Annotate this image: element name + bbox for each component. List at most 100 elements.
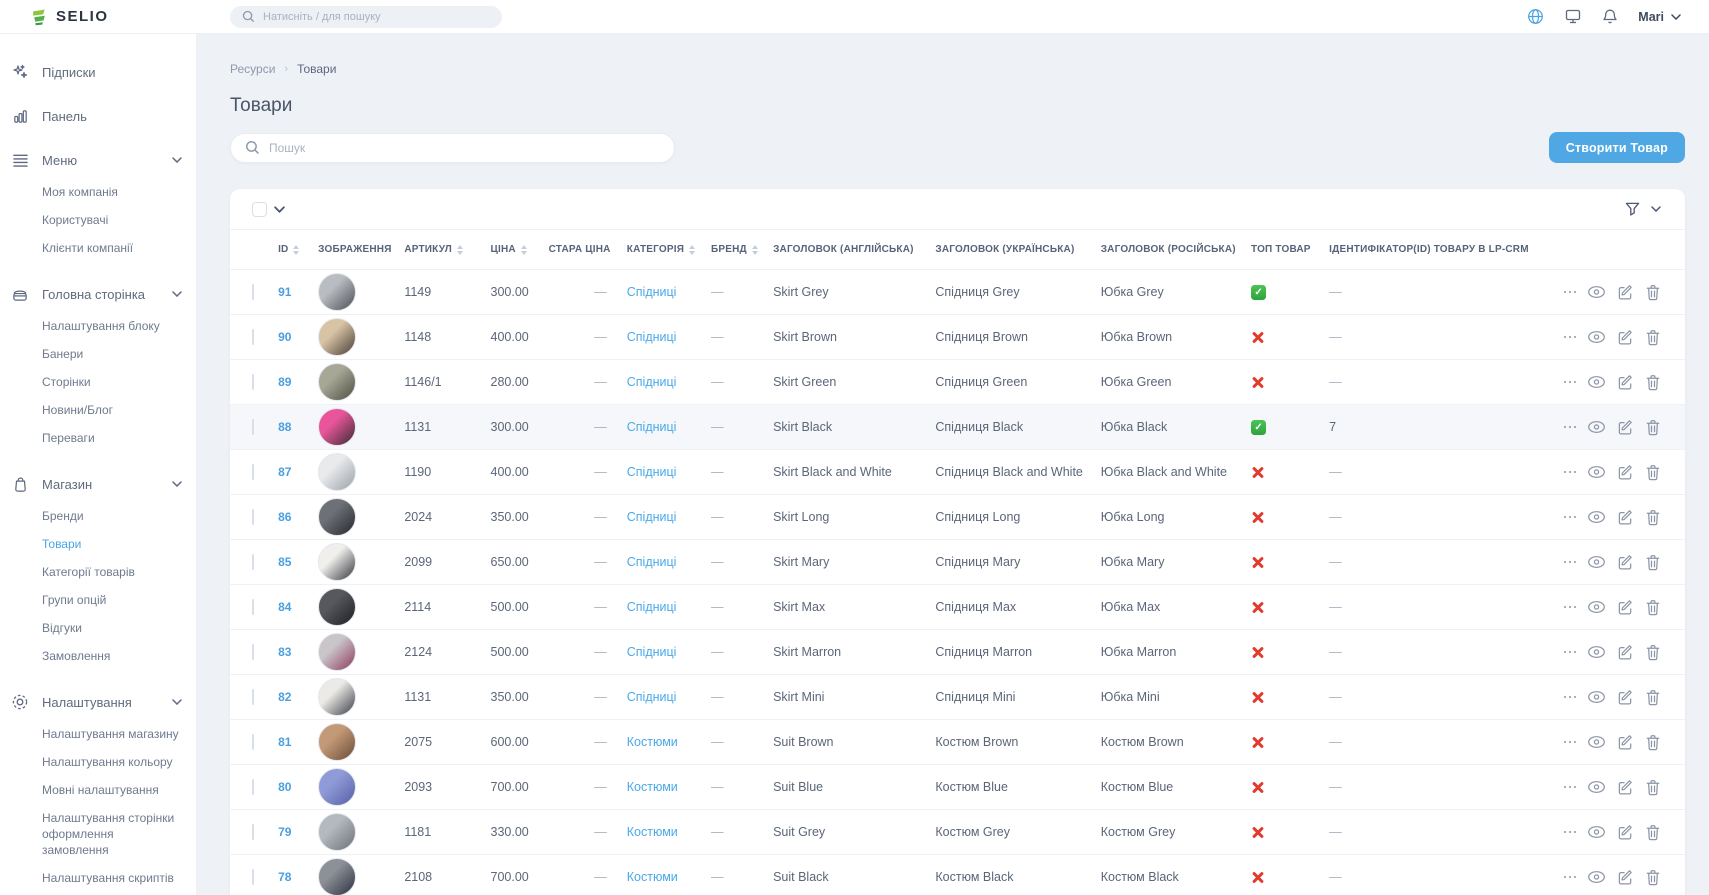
row-checkbox[interactable] (252, 689, 254, 705)
more-actions-button[interactable] (1563, 605, 1576, 609)
column-header-2[interactable]: АРТИКУЛ (400, 229, 487, 270)
delete-button[interactable] (1645, 374, 1661, 391)
product-category-link[interactable]: Костюми (626, 735, 678, 749)
sidebar-subitem-block-settings[interactable]: Налаштування блоку (42, 319, 160, 333)
edit-button[interactable] (1617, 284, 1634, 301)
sidebar-subitem-advantages[interactable]: Переваги (42, 431, 95, 445)
sidebar-subitem-my-company[interactable]: Моя компанія (42, 185, 118, 199)
row-checkbox[interactable] (252, 779, 254, 795)
row-checkbox[interactable] (252, 554, 254, 570)
breadcrumb-resources-link[interactable]: Ресурси (230, 62, 276, 76)
row-checkbox[interactable] (252, 284, 254, 300)
sidebar-subitem-language-settings[interactable]: Мовні налаштування (42, 783, 159, 797)
edit-button[interactable] (1617, 419, 1634, 436)
sidebar-subitem-banners[interactable]: Банери (42, 347, 84, 361)
product-category-link[interactable]: Костюми (626, 825, 678, 839)
view-button[interactable] (1587, 690, 1606, 704)
product-category-link[interactable]: Спідниці (626, 690, 677, 704)
product-id-link[interactable]: 78 (278, 870, 292, 884)
product-category-link[interactable]: Спідниці (626, 510, 677, 524)
sidebar-subitem-pages[interactable]: Сторінки (42, 375, 91, 389)
view-button[interactable] (1587, 555, 1606, 569)
more-actions-button[interactable] (1563, 425, 1576, 429)
edit-button[interactable] (1617, 779, 1634, 796)
product-category-link[interactable]: Спідниці (626, 285, 677, 299)
row-checkbox[interactable] (252, 419, 254, 435)
bulk-actions-chevron-icon[interactable] (274, 205, 285, 213)
more-actions-button[interactable] (1563, 335, 1576, 339)
product-category-link[interactable]: Костюми (626, 780, 678, 794)
view-button[interactable] (1587, 600, 1606, 614)
row-checkbox[interactable] (252, 734, 254, 750)
filter-chevron-icon[interactable] (1651, 206, 1661, 212)
more-actions-button[interactable] (1563, 650, 1576, 654)
view-button[interactable] (1587, 510, 1606, 524)
product-id-link[interactable]: 83 (278, 645, 292, 659)
row-checkbox[interactable] (252, 509, 254, 525)
product-id-link[interactable]: 84 (278, 600, 292, 614)
view-button[interactable] (1587, 375, 1606, 389)
product-category-link[interactable]: Спідниці (626, 420, 677, 434)
product-id-link[interactable]: 82 (278, 690, 292, 704)
sidebar-item-subscriptions[interactable]: Підписки (0, 50, 196, 94)
sidebar-subitem-checkout-page-settings[interactable]: Налаштування сторінки оформлення замовле… (42, 811, 175, 857)
monitor-button[interactable] (1564, 8, 1582, 25)
view-button[interactable] (1587, 330, 1606, 344)
more-actions-button[interactable] (1563, 290, 1576, 294)
column-header-0[interactable]: ID (274, 229, 315, 270)
delete-button[interactable] (1645, 644, 1661, 661)
column-header-6[interactable]: БРЕНД (706, 229, 770, 270)
sidebar-subitem-color-settings[interactable]: Налаштування кольору (42, 755, 173, 769)
product-category-link[interactable]: Спідниці (626, 330, 677, 344)
product-id-link[interactable]: 85 (278, 555, 292, 569)
edit-button[interactable] (1617, 509, 1634, 526)
more-actions-button[interactable] (1563, 830, 1576, 834)
sidebar-item-shop[interactable]: Магазин (0, 462, 196, 506)
more-actions-button[interactable] (1563, 380, 1576, 384)
more-actions-button[interactable] (1563, 695, 1576, 699)
edit-button[interactable] (1617, 374, 1634, 391)
delete-button[interactable] (1645, 599, 1661, 616)
product-id-link[interactable]: 87 (278, 465, 292, 479)
product-category-link[interactable]: Костюми (626, 870, 678, 884)
edit-button[interactable] (1617, 644, 1634, 661)
sidebar-subitem-users[interactable]: Користувачі (42, 213, 109, 227)
sidebar-subitem-option-groups[interactable]: Групи опцій (42, 593, 107, 607)
delete-button[interactable] (1645, 689, 1661, 706)
delete-button[interactable] (1645, 284, 1661, 301)
row-checkbox[interactable] (252, 644, 254, 660)
view-button[interactable] (1587, 285, 1606, 299)
delete-button[interactable] (1645, 554, 1661, 571)
product-id-link[interactable]: 89 (278, 375, 292, 389)
row-checkbox[interactable] (252, 329, 254, 345)
edit-button[interactable] (1617, 599, 1634, 616)
edit-button[interactable] (1617, 824, 1634, 841)
sidebar-subitem-product-categories[interactable]: Категорії товарів (42, 565, 135, 579)
edit-button[interactable] (1617, 554, 1634, 571)
more-actions-button[interactable] (1563, 560, 1576, 564)
sidebar-subitem-brands[interactable]: Бренди (42, 509, 84, 523)
global-search-input[interactable] (263, 10, 490, 23)
product-category-link[interactable]: Спідниці (626, 645, 677, 659)
column-header-3[interactable]: ЦІНА (486, 229, 545, 270)
view-button[interactable] (1587, 735, 1606, 749)
select-all-checkbox[interactable] (252, 201, 267, 217)
notifications-bell-button[interactable] (1602, 8, 1618, 25)
sidebar-subitem-scripts-settings[interactable]: Налаштування скриптів (42, 871, 174, 885)
product-id-link[interactable]: 88 (278, 420, 292, 434)
delete-button[interactable] (1645, 734, 1661, 751)
create-product-button[interactable]: Створити Товар (1548, 132, 1685, 163)
row-checkbox[interactable] (252, 824, 254, 840)
sidebar-item-menu[interactable]: Меню (0, 138, 196, 182)
more-actions-button[interactable] (1563, 740, 1576, 744)
sidebar-subitem-news-blog[interactable]: Новини/Блог (42, 403, 114, 417)
more-actions-button[interactable] (1563, 515, 1576, 519)
product-id-link[interactable]: 80 (278, 780, 292, 794)
sidebar-subitem-company-clients[interactable]: Клієнти компанії (42, 241, 134, 255)
edit-button[interactable] (1617, 734, 1634, 751)
column-header-5[interactable]: КАТЕГОРІЯ (622, 229, 707, 270)
sidebar-item-dashboard[interactable]: Панель (0, 94, 196, 138)
delete-button[interactable] (1645, 464, 1661, 481)
product-id-link[interactable]: 90 (278, 330, 292, 344)
delete-button[interactable] (1645, 824, 1661, 841)
